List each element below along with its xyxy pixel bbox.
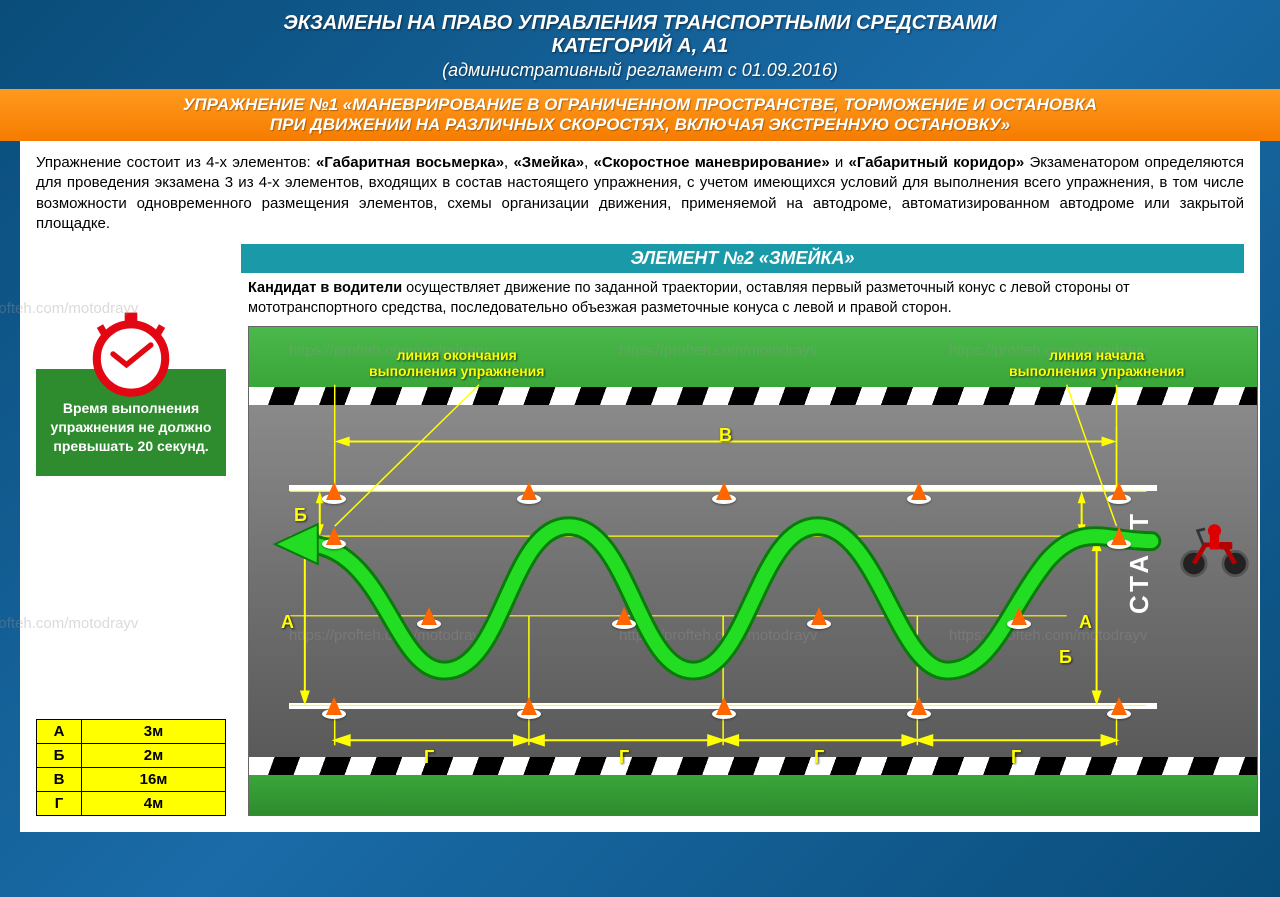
traffic-cone-icon (612, 605, 636, 629)
dim-g-4: Г (1011, 747, 1021, 768)
table-row: В16м (37, 768, 226, 792)
dim-a-label-r: А (1079, 612, 1092, 633)
table-row: Г4м (37, 792, 226, 816)
page-header: ЭКЗАМЕНЫ НА ПРАВО УПРАВЛЕНИЯ ТРАНСПОРТНЫ… (0, 0, 1280, 89)
dimensions-table: А3мБ2мВ16мГ4м (36, 719, 226, 816)
exercise-title-bar: УПРАЖНЕНИЕ №1 «МАНЕВРИРОВАНИЕ В ОГРАНИЧЕ… (0, 89, 1280, 141)
callout-end-line: линия окончаниявыполнения упражнения (369, 347, 544, 379)
stopwatch-icon (86, 309, 176, 399)
left-column: Время выполнения упражнения не должно пр… (36, 279, 236, 816)
dim-g-2: Г (619, 747, 629, 768)
traffic-cone-icon (322, 695, 346, 719)
orange-line-1: УПРАЖНЕНИЕ №1 «МАНЕВРИРОВАНИЕ В ОГРАНИЧЕ… (40, 95, 1240, 115)
dim-bs-label-r: Б (1059, 647, 1072, 668)
dim-bs-label: Б (294, 505, 307, 526)
traffic-cone-icon (517, 695, 541, 719)
timer-block: Время выполнения упражнения не должно пр… (36, 309, 226, 476)
traffic-cone-icon (1107, 525, 1131, 549)
traffic-cone-icon (1007, 605, 1031, 629)
header-line-1: ЭКЗАМЕНЫ НА ПРАВО УПРАВЛЕНИЯ ТРАНСПОРТНЫ… (20, 12, 1260, 35)
traffic-cone-icon (417, 605, 441, 629)
traffic-cone-icon (322, 525, 346, 549)
traffic-cone-icon (807, 605, 831, 629)
traffic-cone-icon (712, 695, 736, 719)
traffic-cone-icon (1107, 695, 1131, 719)
traffic-cone-icon (517, 480, 541, 504)
traffic-cone-icon (1107, 480, 1131, 504)
curb-top (249, 387, 1257, 405)
element-title-bar: ЭЛЕМЕНТ №2 «ЗМЕЙКА» (241, 244, 1244, 273)
content-panel: Упражнение состоит из 4-х элементов: «Га… (20, 141, 1260, 832)
exercise-diagram: СТАРТ https://profteh.com/motodrayv http… (248, 326, 1258, 816)
grass-bottom (249, 775, 1257, 815)
callout-start-line: линия началавыполнения упражнения (1009, 347, 1184, 379)
table-row: Б2м (37, 744, 226, 768)
header-line-3: (административный регламент с 01.09.2016… (20, 60, 1260, 81)
motorcycle-icon (1177, 512, 1252, 582)
traffic-cone-icon (322, 480, 346, 504)
road-surface: СТАРТ (249, 405, 1257, 757)
dim-g-1: Г (424, 747, 434, 768)
traffic-cone-icon (907, 695, 931, 719)
dim-g-3: Г (814, 747, 824, 768)
content-row: Время выполнения упражнения не должно пр… (36, 279, 1244, 816)
orange-line-2: ПРИ ДВИЖЕНИИ НА РАЗЛИЧНЫХ СКОРОСТЯХ, ВКЛ… (40, 115, 1240, 135)
intro-paragraph: Упражнение состоит из 4-х элементов: «Га… (36, 153, 1244, 234)
instruction-text: Кандидат в водители осуществляет движени… (248, 279, 1258, 318)
right-column: Кандидат в водители осуществляет движени… (248, 279, 1258, 816)
dim-a-label: А (281, 612, 294, 633)
dim-b-label: В (719, 425, 732, 446)
curb-bottom (249, 757, 1257, 775)
header-line-2: КАТЕГОРИЙ А, А1 (20, 35, 1260, 58)
table-row: А3м (37, 720, 226, 744)
traffic-cone-icon (907, 480, 931, 504)
traffic-cone-icon (712, 480, 736, 504)
